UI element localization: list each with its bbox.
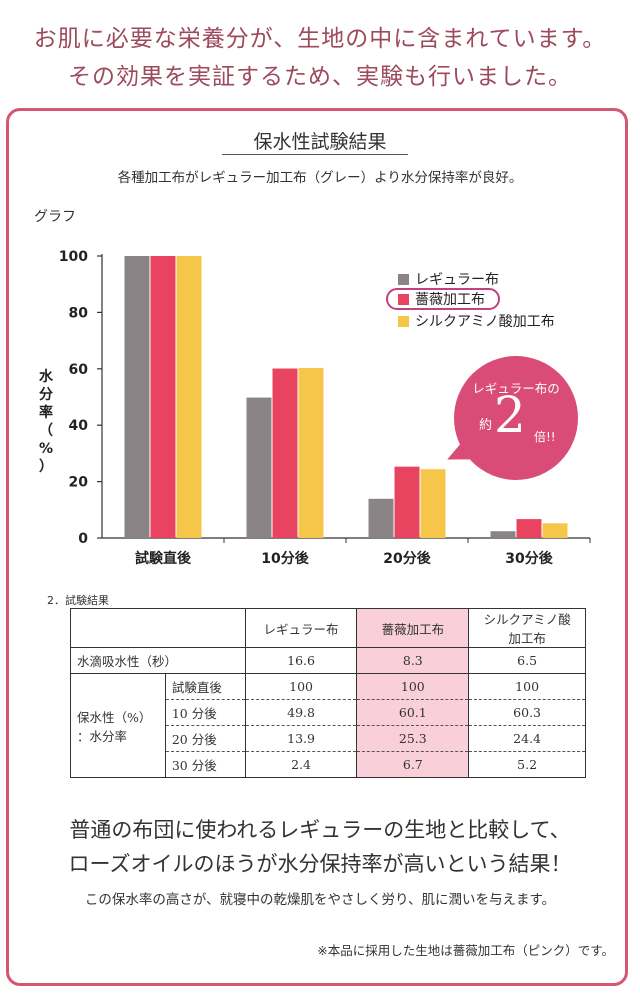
row-label: 水滴吸水性（秒） — [70, 647, 246, 674]
retention-label-line: 保水性（%） — [77, 709, 152, 725]
row-label: 試験直後 — [164, 673, 246, 700]
legend-label: 薔薇加工布 — [415, 292, 485, 308]
y-tick-label: 60 — [69, 362, 89, 378]
table-header-cell: シルクアミノ酸 加工布 — [468, 608, 586, 648]
table-row: 保水性（%） ：水分率 試験直後 100 100 100 — [70, 673, 586, 778]
x-tick-label: 30分後 — [505, 550, 553, 567]
table-row: 30 分後 2.4 6.7 5.2 — [71, 751, 586, 778]
y-tick-label: 40 — [69, 418, 89, 434]
y-tick-label: 100 — [59, 249, 88, 265]
bar — [490, 531, 516, 538]
callout-suffix: 倍!! — [534, 430, 556, 444]
y-axis-label-char: % — [38, 441, 54, 457]
summary-line-3: この保水率の高さが、就寝中の乾燥肌をやさしく労り、肌に潤いを与えます。 — [84, 892, 556, 908]
results-table: レギュラー布 薔薇加工布 シルクアミノ酸 加工布 水滴吸水性（秒） 16.6 8.… — [70, 608, 586, 778]
legend-item-silk: シルクアミノ酸加工布 — [398, 312, 555, 332]
headline-line-1: お肌に必要な栄養分が、生地の中に含まれています。 — [33, 26, 607, 52]
bar — [176, 256, 202, 538]
table-cell: 49.8 — [244, 699, 358, 726]
table-cell: 6.7 — [356, 751, 470, 778]
table-corner-cell — [70, 608, 246, 648]
callout-prefix: 約 — [479, 418, 493, 433]
y-tick-label: 0 — [78, 531, 88, 547]
table-row: 20 分後 13.9 25.3 24.4 — [71, 725, 586, 752]
table-cell: 2.4 — [244, 751, 358, 778]
bar — [394, 466, 420, 538]
row-label: 30 分後 — [164, 751, 246, 778]
headline-line-2: その効果を実証するため、実験も行いました。 — [68, 64, 572, 90]
bar — [298, 367, 324, 538]
table-header-cell: 薔薇加工布 — [356, 608, 470, 648]
callout-line-1: レギュラー布の — [472, 381, 560, 396]
callout-badge: レギュラー布の 約 2 倍!! — [454, 356, 578, 480]
table-cell: 16.6 — [244, 647, 358, 674]
summary-line-1: 普通の布団に使われるレギュラーの生地と比較して、 — [69, 818, 571, 842]
bar — [542, 523, 568, 538]
bar — [272, 368, 298, 538]
legend-item-rose: 薔薇加工布 — [398, 290, 485, 310]
table-cell: 13.9 — [244, 725, 358, 752]
bar — [420, 469, 446, 538]
table-cell: 6.5 — [468, 647, 586, 674]
y-axis-label-char: 分 — [39, 387, 53, 403]
table-cell: 5.2 — [468, 751, 586, 778]
retention-group-label: 保水性（%） ：水分率 — [70, 673, 166, 778]
header-line: 加工布 — [508, 631, 546, 646]
callout-number: 2 — [494, 386, 526, 444]
row-label: 10 分後 — [164, 699, 246, 726]
x-tick-label: 10分後 — [261, 550, 309, 567]
section-title-underline — [222, 154, 408, 155]
table-row: 水滴吸水性（秒） 16.6 8.3 6.5 — [70, 647, 586, 674]
y-tick-label: 80 — [69, 305, 89, 321]
legend-swatch-pink — [398, 294, 409, 305]
bar — [150, 256, 176, 538]
y-axis-label-char: 水 — [39, 369, 53, 385]
bar — [516, 519, 542, 538]
content-panel — [6, 108, 628, 986]
table-cell: 100 — [244, 673, 358, 700]
bar — [246, 397, 272, 538]
table-caption: 2．試験結果 — [47, 594, 109, 607]
section-title: 保水性試験結果 — [253, 131, 387, 153]
table-header-cell: レギュラー布 — [244, 608, 358, 648]
table-cell: 60.1 — [356, 699, 470, 726]
legend-swatch-yellow — [398, 316, 409, 327]
y-axis-label-char: （ — [39, 423, 53, 439]
table-cell: 100 — [356, 673, 470, 700]
x-tick-label: 20分後 — [383, 550, 431, 567]
section-subtitle: 各種加工布がレギュラー加工布（グレー）より水分保持率が良好。 — [117, 170, 523, 186]
retention-label-line: ：水分率 — [77, 728, 128, 744]
table-cell: 100 — [468, 673, 586, 700]
header-line: シルクアミノ酸 — [483, 612, 571, 627]
bar — [124, 256, 150, 538]
table-cell: 60.3 — [468, 699, 586, 726]
y-axis-label: 水 分 率 （ % ） — [36, 368, 56, 476]
y-axis-label-char: 率 — [39, 405, 53, 421]
row-label: 20 分後 — [164, 725, 246, 752]
summary-line-2: ローズオイルのほうが水分保持率が高いという結果！ — [68, 852, 572, 876]
table-cell: 24.4 — [468, 725, 586, 752]
legend-label: レギュラー布 — [415, 272, 499, 288]
table-cell: 8.3 — [356, 647, 470, 674]
footnote: ※本品に採用した生地は薔薇加工布（ピンク）です。 — [317, 943, 614, 958]
bar — [368, 498, 394, 538]
legend-swatch-gray — [398, 274, 409, 285]
legend-label: シルクアミノ酸加工布 — [415, 314, 555, 330]
table-header-row: レギュラー布 薔薇加工布 シルクアミノ酸 加工布 — [70, 608, 586, 648]
legend-highlight-ring — [386, 288, 500, 310]
y-tick-label: 20 — [69, 475, 89, 491]
table-cell: 25.3 — [356, 725, 470, 752]
legend-item-regular: レギュラー布 — [398, 270, 499, 290]
graph-label: グラフ — [34, 209, 76, 225]
y-axis-label-char: ） — [39, 459, 53, 475]
x-tick-label: 試験直後 — [135, 550, 192, 567]
